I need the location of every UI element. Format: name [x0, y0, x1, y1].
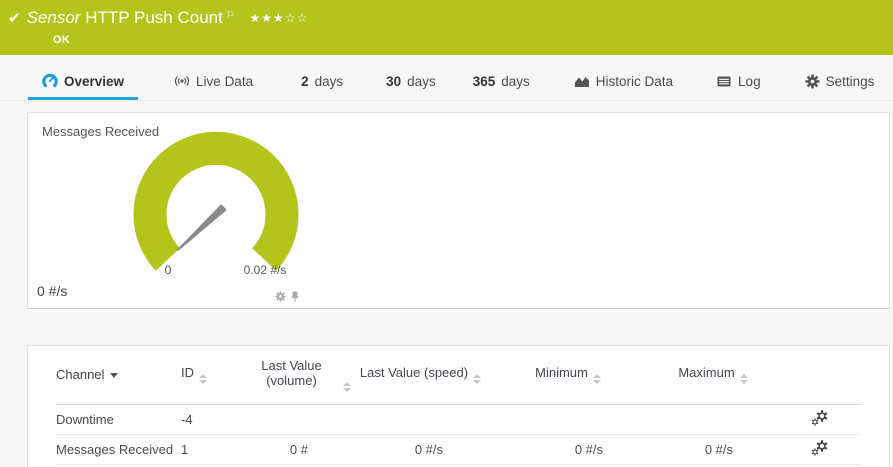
gauge-scale-max: 0.02 #/s [243, 263, 287, 277]
sensor-name: HTTP Push Count [85, 8, 223, 27]
cell-channel[interactable]: Messages Received [56, 434, 181, 465]
gauge-current-value: 0 #/s [37, 283, 68, 299]
sort-icon [592, 374, 601, 385]
channel-table: Channel ID Last Value (volume) Last Valu… [56, 346, 862, 465]
tab-log[interactable]: Log [716, 62, 761, 100]
pin-icon[interactable] [290, 291, 300, 302]
tab-settings-label: Settings [825, 73, 875, 89]
sort-icon [739, 374, 748, 385]
status-badge: OK [53, 34, 71, 46]
cell-id: -4 [181, 404, 243, 435]
tab-2-days[interactable]: 2 days [301, 62, 343, 100]
status-check-icon: ✔ [8, 10, 21, 27]
settings-gear-icon [805, 74, 820, 89]
tab-historic-data-label: Historic Data [595, 73, 674, 89]
page-title: Sensor HTTP Push Count ⚐ ★★★☆☆ [27, 7, 309, 30]
priority-stars[interactable]: ★★★☆☆ [250, 11, 309, 25]
col-header-last-value-volume[interactable]: Last Value (volume) [243, 346, 353, 405]
gauge-title: Messages Received [42, 124, 160, 139]
sort-icon [473, 374, 482, 385]
historic-data-icon [574, 74, 590, 89]
cell-last-value-volume [243, 404, 353, 435]
tab-30-days-label: days [407, 73, 436, 89]
gear-icon[interactable] [275, 291, 286, 302]
gauge-arc [133, 131, 299, 271]
edit-channel-gears-icon[interactable] [811, 439, 829, 459]
tab-2-days-label: days [314, 73, 344, 89]
gauge-icon [42, 73, 58, 89]
object-type-label: Sensor [26, 8, 81, 27]
edit-channel-gears-icon[interactable] [811, 409, 829, 429]
tab-2-days-number: 2 [301, 73, 309, 89]
col-header-channel[interactable]: Channel [56, 346, 181, 405]
col-header-minimum[interactable]: Minimum [488, 346, 648, 405]
tab-365-days-label: days [501, 73, 530, 89]
tab-live-data-label: Live Data [196, 73, 254, 89]
col-header-id[interactable]: ID [181, 346, 243, 405]
tab-30-days-number: 30 [386, 73, 402, 89]
stars-empty: ☆☆ [284, 11, 309, 25]
cell-last-value-speed [353, 404, 488, 435]
tab-365-days[interactable]: 365 days [473, 62, 530, 100]
tab-overview-label: Overview [64, 73, 125, 89]
channels-panel: Channel ID Last Value (volume) Last Valu… [27, 345, 890, 467]
cell-id: 1 [181, 434, 243, 465]
col-header-actions [778, 346, 862, 405]
gauge-panel: Messages Received 0 0.02 #/s 0 #/s [27, 112, 890, 309]
tab-settings[interactable]: Settings [805, 62, 875, 100]
tab-historic-data[interactable]: Historic Data [574, 62, 673, 100]
cell-channel[interactable]: Downtime [56, 404, 181, 435]
live-data-icon [174, 73, 190, 89]
gauge-chart: 0 0.02 #/s [101, 127, 331, 297]
col-header-maximum[interactable]: Maximum [648, 346, 778, 405]
log-icon [716, 74, 732, 89]
table-header-row: Channel ID Last Value (volume) Last Valu… [56, 346, 862, 405]
tab-log-label: Log [738, 73, 761, 89]
tab-30-days[interactable]: 30 days [386, 62, 436, 100]
table-row[interactable]: Downtime -4 [56, 404, 862, 435]
sort-desc-icon [110, 373, 119, 379]
gauge-scale-min: 0 [164, 263, 172, 277]
cell-minimum [488, 404, 648, 435]
flag-icon[interactable]: ⚐ [225, 10, 235, 21]
table-row[interactable]: Messages Received 1 0 # 0 #/s 0 #/s 0 #/… [56, 434, 862, 465]
gauge-needle [177, 204, 227, 251]
cell-maximum: 0 #/s [648, 434, 778, 465]
tab-live-data[interactable]: Live Data [174, 62, 253, 100]
stars-filled: ★★★ [249, 11, 285, 25]
tab-365-days-number: 365 [472, 73, 496, 89]
tab-overview[interactable]: Overview [27, 62, 139, 100]
cell-last-value-speed: 0 #/s [353, 434, 488, 465]
sort-icon [199, 374, 207, 385]
tab-bar: Overview Live Data 2 days 30 days 365 da… [0, 62, 893, 101]
sensor-header: ✔ Sensor HTTP Push Count ⚐ ★★★☆☆ OK [0, 0, 893, 55]
cell-maximum [648, 404, 778, 435]
col-header-last-value-speed[interactable]: Last Value (speed) [353, 346, 488, 405]
cell-last-value-volume: 0 # [243, 434, 353, 465]
sort-icon [342, 381, 351, 392]
cell-minimum: 0 #/s [488, 434, 648, 465]
